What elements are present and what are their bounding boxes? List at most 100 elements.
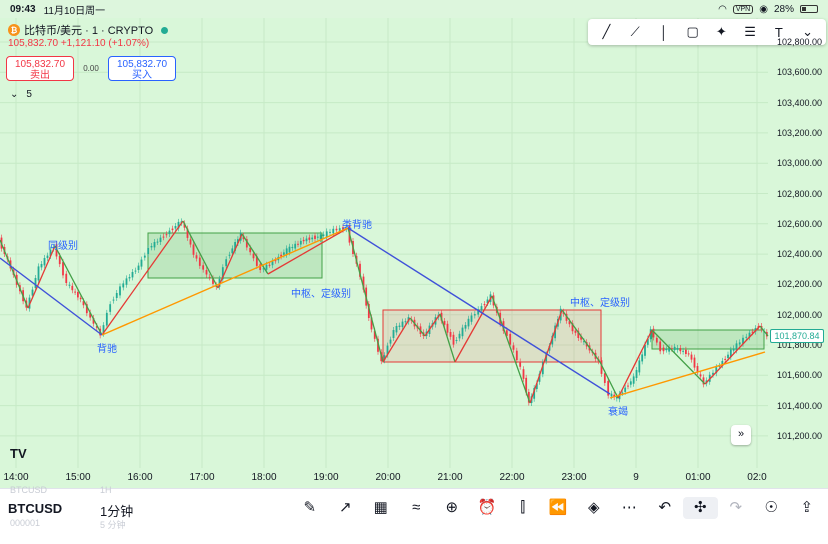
stroke-segment xyxy=(439,313,456,363)
candle-body xyxy=(122,283,125,288)
price-chart[interactable] xyxy=(0,18,828,488)
pencil-icon[interactable]: ✎ xyxy=(303,499,317,516)
time-axis-label: 23:00 xyxy=(561,472,587,483)
idea-icon[interactable]: ☉ xyxy=(764,499,778,516)
stroke-segment xyxy=(561,309,601,363)
sell-label: 卖出 xyxy=(30,70,50,81)
ghost-interval-below: 5 分钟 xyxy=(100,520,126,530)
price-axis[interactable]: 102,800.00 103,600.00 103,400.00 103,200.00… xyxy=(768,18,828,468)
candle-body xyxy=(751,331,754,333)
time-axis[interactable]: 14:00 15:00 16:00 17:00 18:00 19:00 20:00 21:00… xyxy=(0,468,828,488)
candle-body xyxy=(729,349,732,358)
battery-icon xyxy=(800,5,818,13)
scroll-to-realtime-button[interactable]: » xyxy=(731,425,751,445)
parallel-channel-icon[interactable]: ☰ xyxy=(744,24,756,39)
stroke-segment xyxy=(267,227,349,275)
candle-body xyxy=(174,226,177,229)
candle-body xyxy=(610,393,613,397)
candle-body xyxy=(679,348,682,352)
more-icon[interactable]: ⋯ xyxy=(621,499,637,516)
time-axis-label: 17:00 xyxy=(189,472,215,483)
share-icon[interactable]: ⇪ xyxy=(800,499,814,516)
candle-body xyxy=(140,259,143,267)
trend-line-icon[interactable]: ╱ xyxy=(602,24,611,39)
candle-body xyxy=(383,355,386,361)
chart-area[interactable] xyxy=(0,18,828,488)
candle-body xyxy=(102,325,105,334)
vertical-line-icon[interactable]: │ xyxy=(659,24,668,40)
location-icon: ◉ xyxy=(759,3,768,15)
candle-body xyxy=(89,312,92,318)
candle-body xyxy=(212,278,214,284)
alert-clock-icon[interactable]: ⏰ xyxy=(477,499,497,516)
candle-body xyxy=(690,354,693,360)
interval-selector[interactable]: 1分钟 xyxy=(100,504,134,519)
stroke-segment xyxy=(704,325,761,385)
candle-body xyxy=(31,289,34,296)
candle-body xyxy=(662,347,665,352)
candle-body xyxy=(568,321,571,325)
candle-body xyxy=(245,239,248,248)
symbol-selector[interactable]: BTCUSD xyxy=(8,501,63,516)
candle-body xyxy=(79,297,82,300)
candle-body xyxy=(600,360,603,374)
candles-icon[interactable]: ⫿ xyxy=(520,499,526,516)
candle-body xyxy=(249,247,252,253)
fullscreen-exit-icon[interactable]: ✣ xyxy=(682,497,718,519)
indicator-collapse-toggle[interactable]: ⌄ 5 xyxy=(10,89,32,100)
symbol-title[interactable]: 比特币/美元 · 1 · CRYPTO xyxy=(24,25,154,37)
annotation-exhaustion: 衰竭 xyxy=(608,407,628,418)
candle-body xyxy=(525,377,528,393)
price-axis-label: 102,000.00 xyxy=(776,309,822,320)
last-price-label: 101,870.84 xyxy=(770,329,824,343)
candle-body xyxy=(297,243,299,245)
buy-button[interactable]: 105,832.70 买入 xyxy=(108,56,176,81)
candle-body xyxy=(367,304,370,318)
undo-icon[interactable]: ↶ xyxy=(658,499,672,516)
candle-body xyxy=(150,246,153,248)
candle-body xyxy=(46,255,49,258)
price-axis-label: 102,200.00 xyxy=(776,279,822,290)
chart-type-icon[interactable]: ↗ xyxy=(338,499,352,516)
candle-body xyxy=(335,228,338,231)
candle-body xyxy=(373,330,376,339)
candle-body xyxy=(615,396,618,399)
candle-body xyxy=(128,277,131,279)
indicator-count: 5 xyxy=(26,89,32,100)
price-axis-label: 101,800.00 xyxy=(776,340,822,350)
sell-price: 105,832.70 xyxy=(14,59,66,70)
candle-body xyxy=(473,314,476,316)
sell-button[interactable]: 105,832.70 卖出 xyxy=(6,56,74,81)
rectangle-icon[interactable]: ▢ xyxy=(686,24,699,39)
candle-body xyxy=(274,260,277,262)
annotation-pivot-level-1: 中枢、定级别 xyxy=(291,289,351,300)
candle-body xyxy=(186,228,189,238)
candle-body xyxy=(49,249,52,256)
add-icon[interactable]: ⊕ xyxy=(445,499,459,516)
candle-body xyxy=(519,361,522,367)
symbol-header[interactable]: ₿ 比特币/美元 · 1 · CRYPTO xyxy=(8,22,169,38)
candle-body xyxy=(673,346,676,351)
candle-body xyxy=(618,393,621,400)
candle-body xyxy=(370,317,373,330)
bottom-toolbar: BTCUSD 1H BTCUSD 1分钟 000001 5 分钟 ✎ ↗ ▦ ≈… xyxy=(0,485,828,544)
candle-body xyxy=(486,299,489,303)
replay-icon[interactable]: ⏪ xyxy=(548,499,568,516)
candle-body xyxy=(58,255,61,265)
pivot-boxes xyxy=(147,232,765,363)
candle-body xyxy=(702,377,705,385)
compare-icon[interactable]: ≈ xyxy=(412,499,421,516)
candle-body xyxy=(137,265,140,270)
layers-icon[interactable]: ◈ xyxy=(587,499,600,516)
ray-icon[interactable]: ⟋ xyxy=(630,24,640,39)
price-axis-label: 103,200.00 xyxy=(776,127,822,138)
path-icon[interactable]: ✦ xyxy=(715,24,727,39)
candle-body xyxy=(715,367,718,374)
stroke-segment xyxy=(409,317,426,337)
text-tool-icon[interactable]: T xyxy=(774,24,783,40)
redo-icon[interactable]: ↷ xyxy=(729,499,743,516)
candle-body xyxy=(721,360,724,366)
more-dropdown-icon[interactable]: ⌄ xyxy=(802,24,814,39)
indicators-grid-icon[interactable]: ▦ xyxy=(373,499,388,516)
candle-body xyxy=(119,286,121,296)
